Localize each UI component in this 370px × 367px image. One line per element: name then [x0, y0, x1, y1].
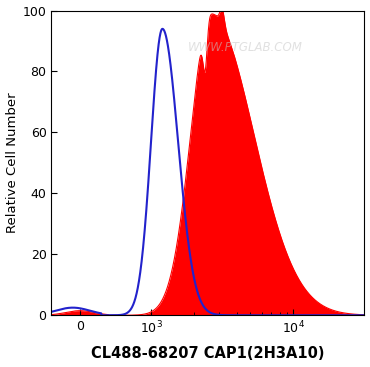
X-axis label: CL488-68207 CAP1(2H3A10): CL488-68207 CAP1(2H3A10) — [91, 346, 325, 361]
Y-axis label: Relative Cell Number: Relative Cell Number — [6, 92, 18, 233]
Text: WWW.PTGLAB.COM: WWW.PTGLAB.COM — [188, 41, 303, 54]
